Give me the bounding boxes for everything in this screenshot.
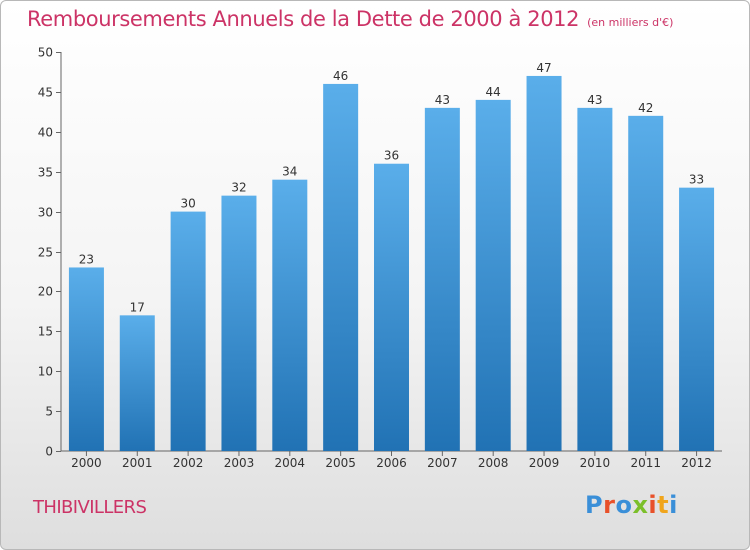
x-tick-label: 2012 [681,456,712,470]
x-tick-label: 2003 [224,456,255,470]
x-tick-label: 2007 [427,456,458,470]
bar [424,107,460,452]
data-label: 32 [231,181,246,195]
chart-title: Remboursements Annuels de la Dette de 20… [27,7,673,31]
logo-letter: x [632,491,649,519]
x-tick-label: 2005 [325,456,356,470]
data-label: 36 [384,149,399,163]
x-tick-label: 2011 [630,456,661,470]
bar [119,315,155,451]
logo-letter: o [615,491,633,519]
x-tick-label: 2008 [478,456,509,470]
commune-name: THIBIVILLERS [33,497,147,518]
bar [679,187,715,451]
y-tick-label: 40 [38,126,53,140]
data-label: 43 [587,93,602,107]
data-label: 30 [180,197,195,211]
logo-letter: i [669,491,678,519]
y-tick-label: 0 [45,445,53,459]
bar [577,107,613,452]
bar [170,211,206,451]
y-tick-label: 30 [38,206,53,220]
bar [526,75,562,451]
bar [221,195,257,451]
bar [628,115,664,451]
y-tick-label: 5 [45,405,53,419]
x-tick-label: 2006 [376,456,407,470]
bar [272,179,308,451]
chart-title-text: Remboursements Annuels de la Dette de 20… [27,7,580,31]
y-tick-label: 35 [38,166,53,180]
x-tick-label: 2010 [580,456,611,470]
x-tick-label: 2009 [529,456,560,470]
x-tick-label: 2000 [71,456,102,470]
bar [374,163,409,451]
x-tick-label: 2002 [173,456,204,470]
data-label: 33 [689,173,704,187]
data-label: 42 [638,101,653,115]
data-label: 44 [486,85,501,99]
logo-letter: P [585,491,604,519]
data-label: 47 [536,61,551,75]
bar [475,99,511,451]
logo-letter: r [603,491,616,519]
data-label: 34 [282,165,297,179]
data-label: 43 [435,93,450,107]
y-tick-label: 45 [38,86,53,100]
x-tick-label: 2001 [122,456,153,470]
y-tick-label: 50 [38,46,53,60]
x-tick-label: 2004 [275,456,306,470]
data-label: 17 [130,300,145,314]
chart-subtitle: (en milliers d'€) [587,16,674,29]
data-label: 46 [333,69,348,83]
data-label: 23 [79,252,94,266]
logo-letter: t [657,491,670,519]
y-tick-label: 20 [38,285,53,299]
bar [68,267,104,451]
y-tick-label: 15 [38,325,53,339]
logo-letter: i [648,491,658,519]
proxiti-logo: Proxiti [585,491,678,519]
bar [323,83,359,452]
y-tick-label: 25 [38,246,53,260]
y-tick-label: 10 [38,365,53,379]
